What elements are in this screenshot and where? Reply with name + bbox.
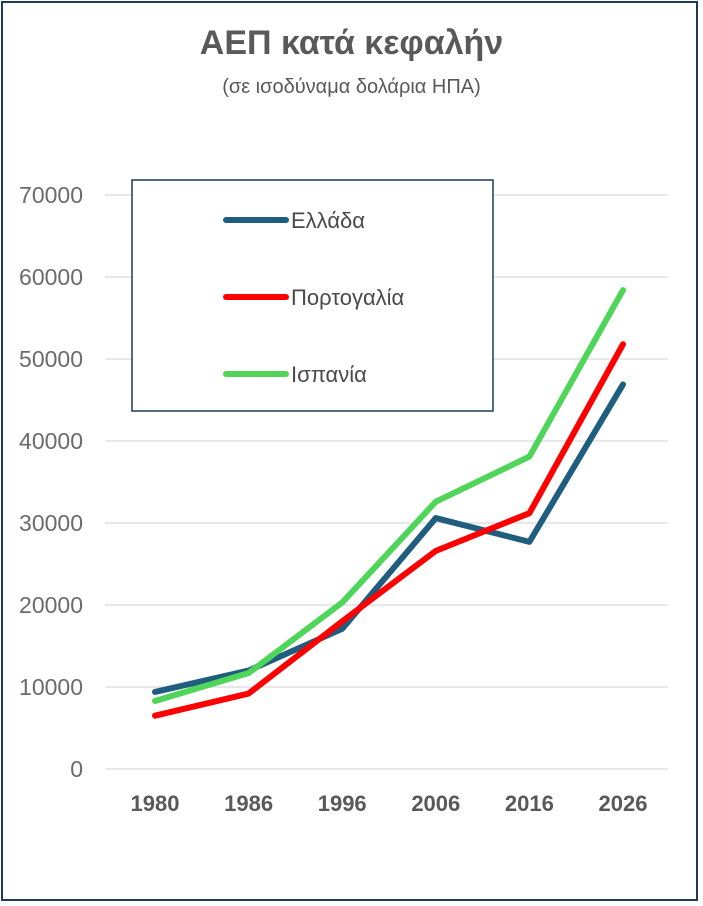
series-line-2: [152, 341, 626, 719]
series-line-3: [152, 287, 626, 704]
y-tick-label: 20000: [19, 592, 83, 618]
chart-title: ΑΕΠ κατά κεφαλήν: [199, 24, 504, 62]
legend-box: [131, 179, 494, 412]
x-tick-label: 1980: [131, 791, 180, 816]
y-tick-label: 60000: [19, 264, 83, 290]
y-tick-label: 50000: [19, 346, 83, 372]
legend-label: Ισπανία: [291, 362, 367, 387]
y-tick-label: 10000: [19, 674, 83, 700]
y-tick-label: 0: [70, 756, 83, 782]
series-line-1: [152, 381, 626, 695]
y-tick-label: 70000: [19, 182, 83, 208]
x-tick-label: 1996: [318, 791, 367, 816]
y-tick-label: 40000: [19, 428, 83, 454]
x-tick-label: 2006: [411, 791, 460, 816]
y-axis-ticks: 0 10000 20000 30000 40000 50000 60000 70000: [19, 182, 83, 782]
legend: Ελλάδα Πορτογαλία Ισπανία: [131, 179, 494, 412]
x-axis-ticks: 1980 1986 1996 2006 2016 2026: [131, 791, 648, 816]
legend-label: Ελλάδα: [291, 208, 365, 233]
x-tick-label: 2016: [505, 791, 554, 816]
legend-label: Πορτογαλία: [291, 285, 405, 310]
x-tick-label: 2026: [599, 791, 648, 816]
x-tick-label: 1986: [224, 791, 273, 816]
chart-subtitle: (σε ισοδύναμα δολάρια ΗΠΑ): [222, 76, 481, 98]
y-tick-label: 30000: [19, 510, 83, 536]
series-lines: [152, 287, 626, 719]
